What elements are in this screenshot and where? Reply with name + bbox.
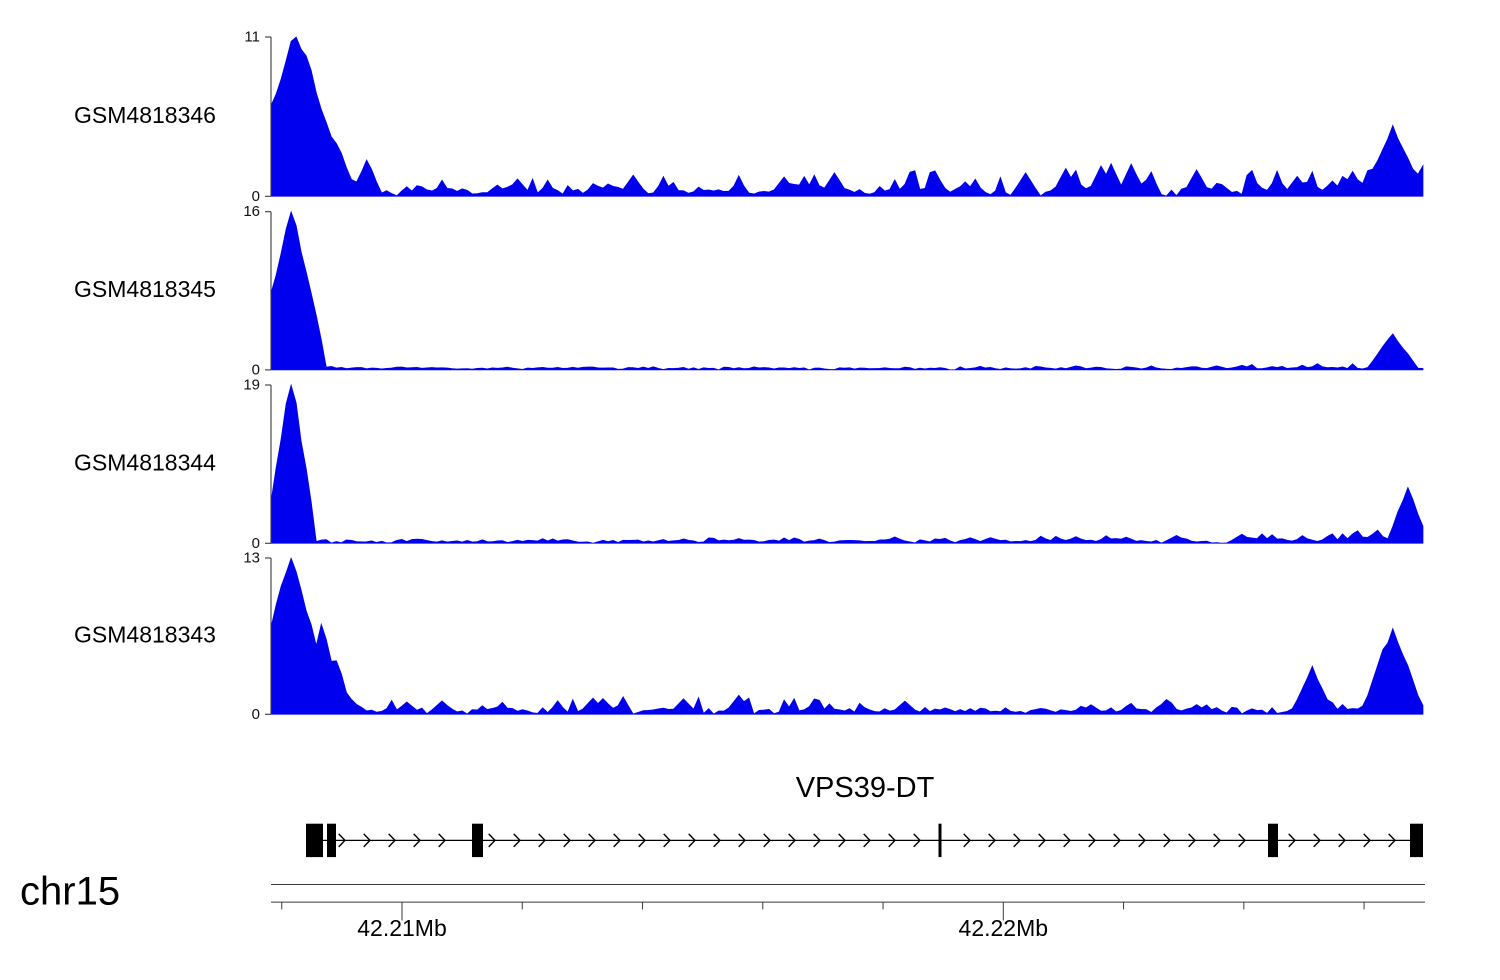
svg-text:GSM4818344: GSM4818344 xyxy=(74,449,216,475)
svg-text:GSM4818343: GSM4818343 xyxy=(74,621,216,647)
svg-text:GSM4818346: GSM4818346 xyxy=(74,102,216,128)
svg-text:0: 0 xyxy=(252,706,260,723)
svg-text:13: 13 xyxy=(243,550,260,567)
svg-text:42.21Mb: 42.21Mb xyxy=(357,915,447,941)
svg-text:42.22Mb: 42.22Mb xyxy=(959,915,1049,941)
svg-text:19: 19 xyxy=(243,377,260,394)
svg-text:11: 11 xyxy=(244,29,260,46)
svg-text:VPS39-DT: VPS39-DT xyxy=(796,772,935,804)
svg-text:chr15: chr15 xyxy=(20,869,120,913)
svg-text:GSM4818345: GSM4818345 xyxy=(74,276,216,302)
svg-text:16: 16 xyxy=(243,203,260,220)
